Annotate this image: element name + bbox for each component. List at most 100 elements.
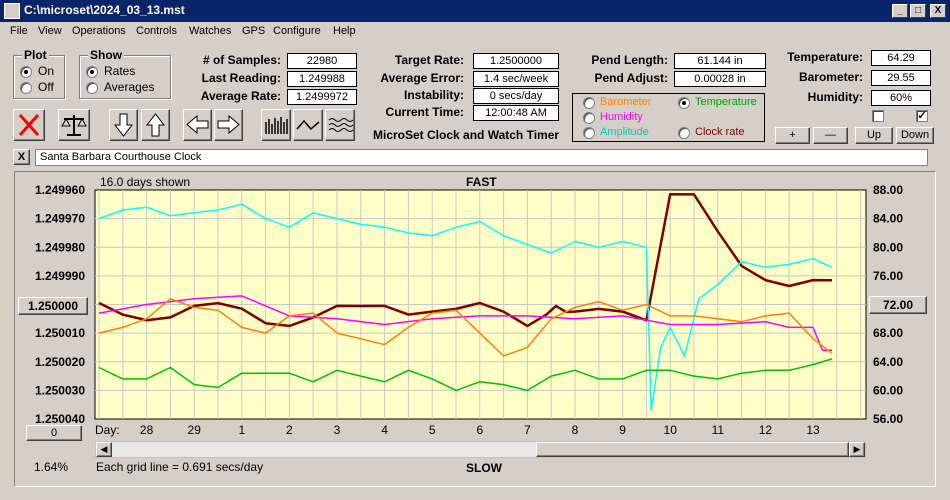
barometer-radio[interactable] <box>583 97 595 109</box>
left-tick-label: 1.250020 <box>35 355 85 369</box>
plot-on-radio[interactable] <box>20 66 32 78</box>
average-rate-label: Average Rate: <box>200 89 281 103</box>
show-averages-radio[interactable] <box>86 82 98 94</box>
app-icon[interactable] <box>4 3 20 19</box>
amplitude-label[interactable]: Amplitude <box>600 126 649 138</box>
x-tick-label: 6 <box>476 423 483 437</box>
show-rates-label[interactable]: Rates <box>104 64 136 78</box>
temperature-radio[interactable] <box>678 97 690 109</box>
show-averages-label[interactable]: Averages <box>104 80 155 94</box>
samples-field: 22980 <box>287 53 357 69</box>
wave-view-button[interactable] <box>293 109 323 141</box>
left-tick-label: 1.250030 <box>35 383 85 397</box>
sensor-legend: Barometer Temperature Humidity Amplitude… <box>572 93 765 142</box>
plus-button[interactable]: + <box>775 127 810 144</box>
grid-note-label: Each grid line = 0.691 secs/day <box>96 460 263 474</box>
menu-file[interactable]: File <box>10 25 28 37</box>
minus-button[interactable]: — <box>813 127 848 144</box>
right-tick-label: 88.00 <box>873 183 903 197</box>
right-tick-label: 64.00 <box>873 355 903 369</box>
days-shown-label: 16.0 days shown <box>100 175 190 189</box>
up-arrow-button[interactable] <box>141 109 170 141</box>
clock-name-field[interactable]: Santa Barbara Courthouse Clock <box>35 149 928 166</box>
menu-view[interactable]: View <box>38 25 62 37</box>
left-tick-label: 1.249980 <box>35 240 85 254</box>
bars-view-button[interactable] <box>261 109 291 141</box>
series-clock-rate <box>98 192 833 328</box>
menu-help[interactable]: Help <box>333 25 356 37</box>
right-arrow-button[interactable] <box>214 109 243 141</box>
left-tick-label: 1.249960 <box>35 183 85 197</box>
menu-operations[interactable]: Operations <box>72 25 126 37</box>
humidity-label[interactable]: Humidity <box>600 111 643 123</box>
right-tick-label: 60.00 <box>873 383 903 397</box>
show-group: Show Rates Averages <box>79 48 171 99</box>
x-tick-label: 11 <box>712 423 725 437</box>
offset-button[interactable]: 0 <box>26 425 82 441</box>
x-tick-label: 3 <box>334 423 341 437</box>
scroll-thumb[interactable] <box>536 442 849 457</box>
menu-gps[interactable]: GPS <box>242 25 266 37</box>
right-checkbox[interactable]: ✓ <box>916 110 928 122</box>
average-rate-field: 1.2499972 <box>287 89 357 105</box>
right-center-value-button[interactable]: 72.00 <box>869 296 927 314</box>
down-button[interactable]: Down <box>896 127 934 144</box>
plot-group: Plot On Off <box>13 48 65 99</box>
multi-wave-view-button[interactable] <box>325 109 355 141</box>
maximize-button[interactable]: □ <box>910 4 926 18</box>
up-button[interactable]: Up <box>855 127 893 144</box>
plot-on-label[interactable]: On <box>38 64 55 78</box>
close-button[interactable]: X <box>930 4 946 18</box>
temperature-label[interactable]: Temperature <box>695 96 757 108</box>
x-tick-label: 4 <box>381 423 388 437</box>
title-bar: C:\microset\2024_03_13.mst _ □ X <box>0 0 950 22</box>
humidity-radio[interactable] <box>583 112 595 124</box>
down-arrow-button[interactable] <box>109 109 138 141</box>
clock-rate-label[interactable]: Clock rate <box>695 126 745 138</box>
instability-label: Instability: <box>403 88 464 102</box>
wave-icon <box>296 119 320 131</box>
chart-panel <box>14 171 936 487</box>
clock-rate-radio[interactable] <box>678 127 690 139</box>
plot-off-label[interactable]: Off <box>38 80 54 94</box>
left-checkbox[interactable] <box>872 110 884 122</box>
right-axis-labels: 88.00 84.00 80.00 76.00 68.00 64.00 60.00 56.00 <box>873 183 903 426</box>
average-error-label: Average Error: <box>380 71 464 85</box>
amplitude-radio[interactable] <box>583 127 595 139</box>
balance-button[interactable] <box>58 109 90 141</box>
grid-lines <box>95 190 866 419</box>
left-arrow-button[interactable] <box>183 109 212 141</box>
humidity-env-label: Humidity: <box>807 90 863 104</box>
menu-watches[interactable]: Watches <box>189 25 232 37</box>
x-tick-label: 29 <box>188 423 202 437</box>
scroll-left-arrow[interactable]: ◀ <box>96 442 112 457</box>
series-lines <box>98 192 833 412</box>
slow-label: SLOW <box>466 461 503 475</box>
pend-length-label: Pend Length: <box>591 53 668 67</box>
horizontal-scrollbar[interactable]: ◀ ▶ <box>95 441 866 458</box>
menu-configure[interactable]: Configure <box>273 25 321 37</box>
minimize-button[interactable]: _ <box>892 4 908 18</box>
menu-controls[interactable]: Controls <box>136 25 177 37</box>
scroll-right-arrow[interactable]: ▶ <box>849 442 865 457</box>
pend-adjust-label: Pend Adjust: <box>594 71 668 85</box>
target-rate-field[interactable]: 1.2500000 <box>473 53 559 69</box>
arrow-left-icon <box>186 114 209 135</box>
series-temperature <box>98 358 833 392</box>
arrow-up-icon <box>145 113 166 137</box>
multi-wave-icon <box>328 118 354 132</box>
x-tick-label: 5 <box>429 423 436 437</box>
app-caption: MicroSet Clock and Watch Timer <box>373 128 560 142</box>
pend-length-field[interactable]: 61.144 in <box>674 53 766 69</box>
clock-close-button[interactable]: X <box>13 149 30 165</box>
plot-off-radio[interactable] <box>20 82 32 94</box>
barometer-label[interactable]: Barometer <box>600 96 652 108</box>
day-axis-label: Day: <box>95 423 120 437</box>
left-tick-label: 1.250040 <box>35 412 85 426</box>
left-center-value-button[interactable]: 1.250000 <box>18 297 88 315</box>
samples-label: # of Samples: <box>202 53 281 67</box>
show-rates-radio[interactable] <box>86 66 98 78</box>
x-tick-label: 9 <box>619 423 626 437</box>
stop-button[interactable] <box>13 109 45 141</box>
